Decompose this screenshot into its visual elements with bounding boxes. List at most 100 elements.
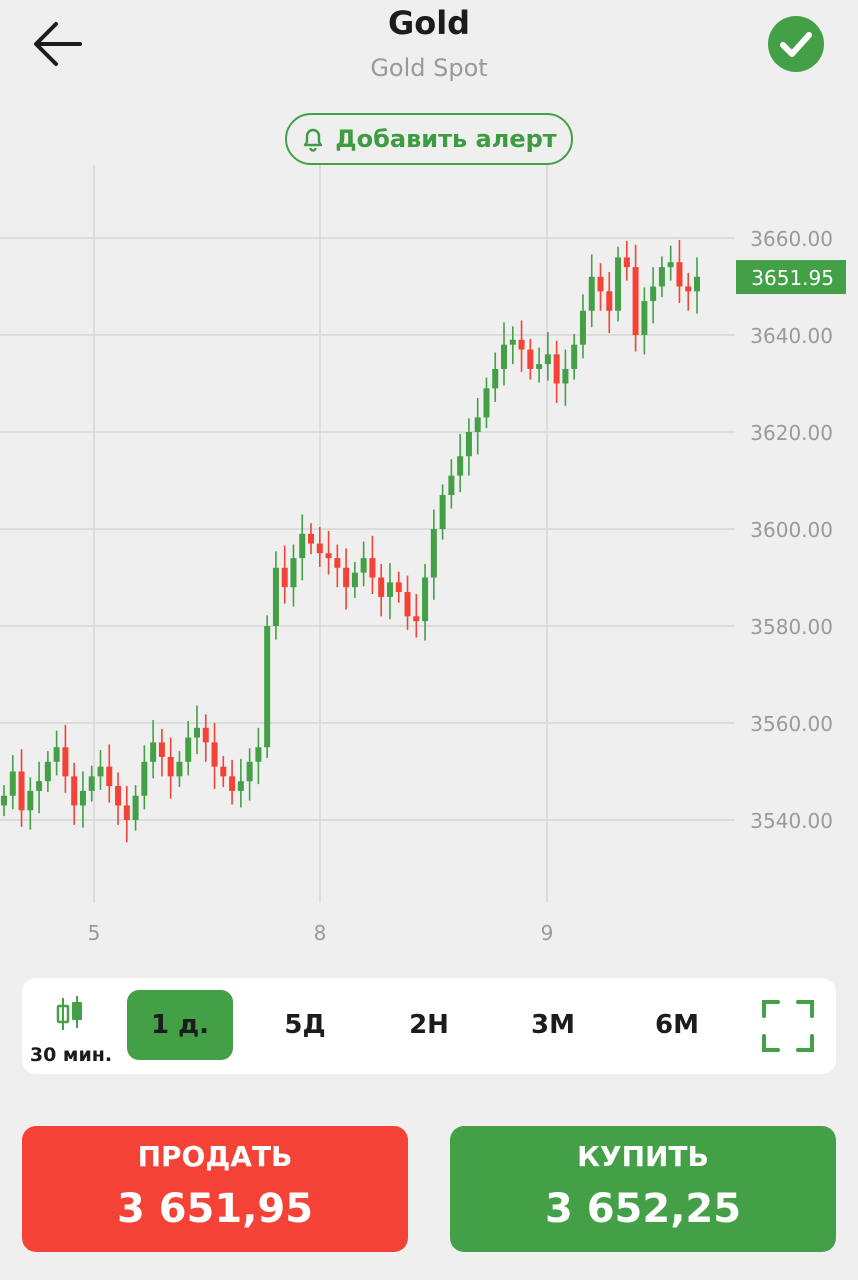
candle-body — [132, 795, 139, 820]
interval-selector[interactable]: 30 мин. — [22, 988, 120, 1068]
candle-body — [492, 368, 499, 389]
check-icon[interactable] — [768, 16, 824, 72]
range-3m-button[interactable]: 3М — [531, 1010, 575, 1040]
y-tick-label: 3540.00 — [750, 809, 833, 833]
buy-button[interactable]: КУПИТЬ 3 652,25 — [450, 1126, 836, 1252]
interval-label: 30 мин. — [29, 1044, 113, 1066]
candle-body — [641, 301, 648, 335]
candle-body — [430, 529, 437, 578]
sell-label: ПРОДАТЬ — [137, 1140, 293, 1173]
candle-body — [457, 456, 464, 476]
candle-body — [97, 766, 104, 777]
candle-body — [272, 567, 279, 626]
candle-body — [509, 339, 516, 345]
header: Gold Gold Spot — [0, 0, 858, 100]
candle-body — [667, 262, 674, 268]
add-alert-button[interactable]: Добавить алерт — [285, 113, 573, 165]
y-tick-label: 3560.00 — [750, 712, 833, 736]
candle-body — [264, 626, 271, 748]
candle-body — [571, 344, 578, 369]
candle-body — [62, 747, 69, 777]
candle-body — [658, 267, 665, 287]
candle-body — [237, 781, 244, 791]
candle-body — [246, 761, 253, 782]
y-tick-label: 3600.00 — [750, 518, 833, 542]
y-tick-label: 3620.00 — [750, 421, 833, 445]
sell-button[interactable]: ПРОДАТЬ 3 651,95 — [22, 1126, 408, 1252]
candle-body — [18, 771, 25, 811]
candle-body — [395, 582, 402, 593]
candle-body — [299, 533, 306, 559]
candle-body — [334, 558, 341, 568]
candle-body — [483, 388, 490, 418]
candle-body — [176, 761, 183, 777]
candle-body — [422, 577, 429, 622]
x-tick-label: 8 — [314, 921, 327, 945]
candle-body — [123, 805, 130, 820]
candle-body — [632, 267, 639, 335]
page-title: Gold — [387, 4, 471, 42]
candle-body — [465, 432, 472, 457]
candle-body — [53, 747, 60, 762]
candle-body — [597, 276, 604, 292]
candle-body — [606, 291, 613, 311]
candle-body — [685, 286, 692, 292]
buy-price: 3 652,25 — [544, 1186, 742, 1232]
candle-body — [290, 558, 297, 588]
candle-body — [518, 339, 525, 350]
add-alert-label: Добавить алерт — [335, 125, 557, 153]
candle-body — [36, 781, 43, 791]
y-tick-label: 3660.00 — [750, 227, 833, 251]
candle-body — [343, 567, 350, 588]
candle-body — [615, 257, 622, 311]
range-1d-button[interactable]: 1 д. — [127, 990, 233, 1060]
candle-body — [579, 310, 586, 345]
timeframe-bar: 30 мин. 1 д. 5Д 2Н 3М 6М — [22, 978, 836, 1074]
bell-icon — [304, 128, 323, 152]
candle-body — [588, 276, 595, 311]
current-price-label: 3651.95 — [751, 266, 834, 290]
candle-body — [623, 257, 630, 268]
candle-body — [27, 790, 34, 811]
candle-body — [220, 766, 227, 777]
candle-body — [474, 417, 481, 432]
price-chart[interactable]: 3660.00 3640.00 3620.00 3600.00 3580.00 3560.… — [0, 165, 858, 955]
candle-body — [378, 577, 385, 597]
current-price-tag — [736, 260, 846, 295]
candle-body — [448, 475, 455, 496]
candle-body — [106, 766, 113, 787]
candle-body — [501, 344, 508, 369]
candle-body — [439, 495, 446, 529]
candle-body — [150, 742, 157, 762]
candle-body — [676, 262, 683, 287]
candle-body — [650, 286, 657, 302]
candle-body — [211, 742, 218, 767]
candle-body — [351, 572, 358, 588]
candle-body — [386, 582, 393, 597]
candle-body — [141, 761, 148, 796]
range-2w-button[interactable]: 2Н — [409, 1010, 449, 1040]
candle-body — [167, 756, 174, 777]
candle-body — [9, 771, 16, 796]
candle-body — [413, 616, 420, 622]
fullscreen-icon[interactable] — [762, 1000, 814, 1052]
back-arrow-icon[interactable] — [30, 18, 86, 70]
y-tick-label: 3580.00 — [750, 615, 833, 639]
candle-body — [44, 761, 51, 782]
x-tick-label: 5 — [88, 921, 101, 945]
candle-body — [694, 276, 700, 292]
candle-body — [553, 354, 560, 384]
x-tick-label: 9 — [541, 921, 554, 945]
page-subtitle: Gold Spot — [370, 54, 488, 82]
buy-label: КУПИТЬ — [577, 1140, 709, 1173]
candle-body — [229, 776, 236, 791]
candle-body — [562, 368, 569, 384]
range-6m-button[interactable]: 6М — [655, 1010, 699, 1040]
candle-body — [185, 737, 192, 762]
candlestick-icon — [56, 996, 82, 1030]
candle-body — [1, 795, 7, 806]
candle-body — [308, 533, 315, 544]
range-5d-button[interactable]: 5Д — [284, 1010, 326, 1040]
candle-body — [255, 747, 262, 762]
candle-body — [202, 727, 209, 743]
